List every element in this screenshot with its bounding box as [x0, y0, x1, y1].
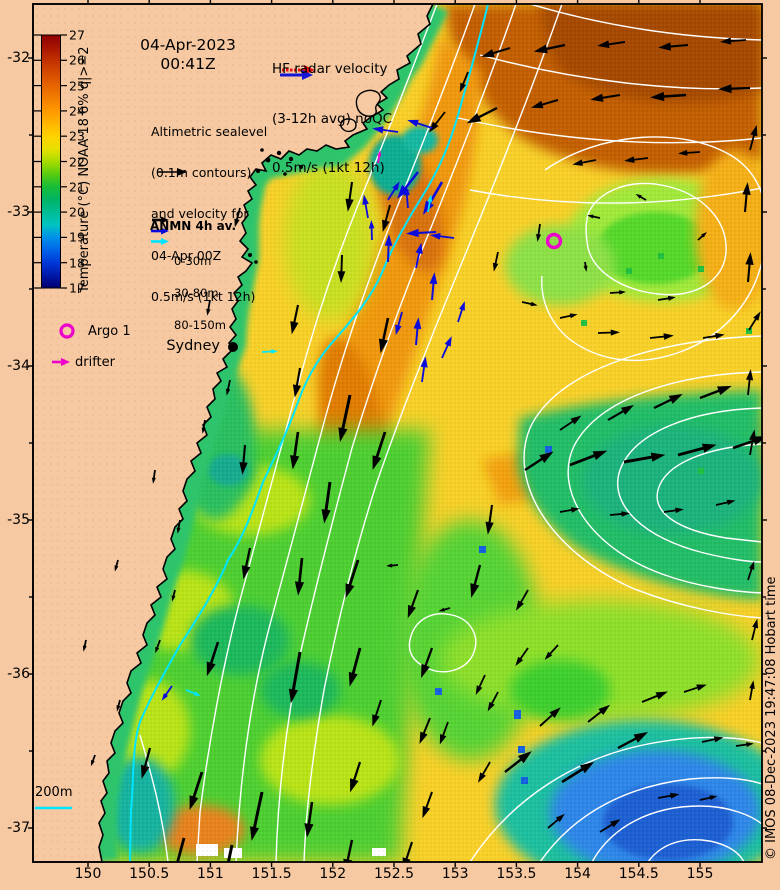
y-tick-label: -37	[7, 820, 30, 836]
coastline-land	[32, 3, 435, 863]
hf-scale-arrow	[280, 65, 315, 80]
x-tick-label: 150.5	[129, 866, 170, 882]
colorbar-tick-label: 24	[69, 103, 85, 119]
y-tick-label: -36	[7, 666, 30, 682]
anmn-legend: ANMN 4h av. 0-30m 30-80m 80-150m	[150, 218, 237, 333]
x-tick-label: 152	[319, 866, 347, 882]
x-tick-label: 154	[564, 866, 591, 882]
colorbar-tick-label: 25	[69, 78, 85, 94]
colorbar-tick-label: 20	[69, 204, 85, 220]
colorbar-tick-label: 18	[69, 255, 85, 271]
colorbar-ticks	[33, 34, 67, 289]
islands	[248, 148, 303, 264]
drifter-legend-label: drifter	[75, 355, 115, 370]
velocity-arrow-layer	[82, 37, 762, 862]
sydney-label: Sydney	[166, 338, 220, 354]
altimetry-legend: Altimetric sealevel (0.1m contours) and …	[151, 123, 268, 305]
y-tick-label: -32	[7, 50, 30, 66]
x-tick-label: 152.5	[373, 866, 415, 882]
argo-legend-icon	[59, 323, 75, 339]
colorbar-tick-label: 26	[69, 52, 85, 68]
x-tick-label: 151	[197, 866, 224, 882]
colorbar-tick-label: 19	[69, 229, 85, 245]
argo-float-marker	[545, 232, 563, 250]
x-tick-label: 155	[686, 866, 714, 882]
y-tick-label: -34	[7, 358, 30, 374]
copyright-text: © IMOS 08-Dec-2023 19:47:08 Hobart time	[764, 576, 779, 860]
alt-scale-arrow	[158, 168, 187, 176]
x-tick-label: 153	[441, 866, 469, 882]
x-tick-label: 153.5	[496, 866, 537, 882]
anmn-legend-arrows	[151, 216, 169, 245]
y-tick-label: -33	[7, 204, 30, 220]
bathy-200m-contour	[129, 4, 489, 862]
drifter-legend-icon	[52, 358, 70, 366]
y-tick-label: -35	[7, 512, 30, 528]
coastal-lakes	[339, 89, 382, 133]
colorbar	[41, 34, 61, 289]
map-datetime: 04-Apr-2023 00:41Z	[140, 36, 236, 73]
sydney-city-dot	[228, 342, 238, 352]
colorbar-tick-label: 21	[69, 179, 85, 195]
sealevel-contours	[139, 4, 762, 862]
bathy-200m-label: 200m	[35, 785, 73, 800]
colorbar-tick-label: 27	[69, 27, 85, 43]
colorbar-tick-label: 17	[69, 280, 85, 296]
colorbar-tick-label: 22	[69, 154, 85, 169]
x-tick-label: 150	[74, 866, 102, 882]
colorbar-tick-label: 23	[69, 128, 85, 144]
plot-frame	[32, 3, 763, 863]
x-tick-label: 154.5	[618, 866, 659, 882]
x-tick-label: 151.5	[251, 866, 292, 882]
hf-radar-legend: HF radar velocity (3-12h avg) noQC 0.5m/…	[272, 61, 393, 176]
argo-legend-label: Argo 1	[88, 324, 131, 339]
